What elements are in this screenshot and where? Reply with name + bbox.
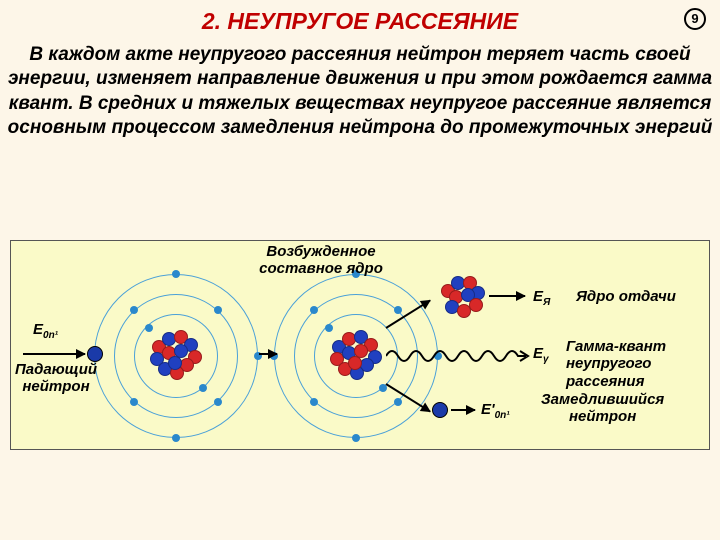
label-slowed: Замедлившийся нейтрон: [541, 391, 664, 426]
arrow-between: [259, 353, 277, 355]
description-paragraph: В каждом акте неупругого рассеяния нейтр…: [0, 35, 720, 140]
arrow-recoil-out: [489, 295, 525, 297]
label-recoil: Ядро отдачи: [576, 288, 676, 305]
section-title: 2. НЕУПРУГОЕ РАССЕЯНИЕ: [0, 0, 720, 35]
electron: [214, 398, 222, 406]
electron: [310, 306, 318, 314]
label-incident: Падающий нейтрон: [11, 361, 101, 396]
electron: [130, 398, 138, 406]
electron: [214, 306, 222, 314]
arrow-incident: [23, 353, 85, 355]
label-slowed-energy: E'0n¹: [481, 401, 510, 422]
electron: [394, 398, 402, 406]
label-excited: Возбужденное составное ядро: [221, 243, 421, 278]
label-gamma: Гамма-квант неупругого рассеяния: [566, 338, 709, 390]
electron: [172, 270, 180, 278]
electron: [325, 324, 333, 332]
electron: [172, 434, 180, 442]
arrow-slowed-out: [451, 409, 475, 411]
atom1-nucleus: [148, 328, 204, 384]
recoil-nucleus: [439, 274, 487, 322]
electron: [310, 398, 318, 406]
slowed-neutron: [432, 402, 448, 418]
label-gamma-energy: Eγ: [533, 345, 549, 366]
incident-neutron: [87, 346, 103, 362]
label-incident-energy: E0n¹: [33, 321, 58, 342]
electron: [394, 306, 402, 314]
atom2-nucleus: [328, 328, 384, 384]
gamma-wave: [386, 346, 531, 366]
electron: [145, 324, 153, 332]
electron: [130, 306, 138, 314]
page-number-badge: 9: [684, 8, 706, 30]
diagram-container: Возбужденное составное ядро EЯ Ядро отда…: [10, 240, 710, 450]
electron: [199, 384, 207, 392]
electron: [352, 434, 360, 442]
label-recoil-energy: EЯ: [533, 288, 550, 309]
